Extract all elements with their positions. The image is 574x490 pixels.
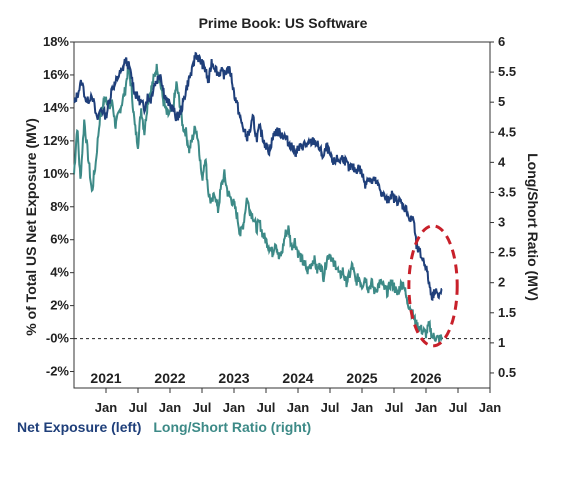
highlight-ellipse [407, 224, 459, 348]
right-tick-label: 4.5 [498, 124, 516, 139]
x-tick-label: Jan [415, 400, 437, 415]
year-label: 2024 [282, 370, 313, 386]
series-group [73, 51, 443, 344]
x-tick-label: Jul [257, 400, 276, 415]
left-tick-label: 8% [50, 199, 69, 214]
x-tick-label: Jul [193, 400, 212, 415]
year-label: 2025 [346, 370, 377, 386]
legend: Net Exposure (left) Long/Short Ratio (ri… [17, 419, 319, 435]
year-label: 2023 [218, 370, 249, 386]
right-tick-label: 5.5 [498, 64, 516, 79]
right-tick-label: 0.5 [498, 365, 516, 380]
x-tick-label: Jan [351, 400, 373, 415]
right-tick-label: 4 [498, 154, 506, 169]
left-tick-label: 14% [43, 100, 69, 115]
x-tick-label: Jan [479, 400, 501, 415]
year-label: 2021 [90, 370, 121, 386]
left-tick-label: 18% [43, 34, 69, 49]
left-axis-ticks: 18% 16% 14% 12% 10% 8% 6% 4% 2% -0% -2% [43, 34, 74, 379]
year-label: 2026 [410, 370, 441, 386]
right-tick-label: 2.5 [498, 245, 516, 260]
right-axis-ticks: 6 5.5 5 4.5 4 3.5 3 2.5 2 1.5 1 0.5 [490, 34, 516, 380]
left-tick-label: 2% [50, 298, 69, 313]
x-tick-label: Jul [449, 400, 468, 415]
year-label: 2022 [154, 370, 185, 386]
left-tick-label: 16% [43, 67, 69, 82]
left-tick-label: 6% [50, 232, 69, 247]
left-axis-label: % of Total US Net Exposure (MV) [23, 118, 39, 336]
right-axis-label: Long/Short Ratio (MV) [525, 153, 541, 301]
x-tick-label: Jul [385, 400, 404, 415]
right-tick-label: 3 [498, 215, 505, 230]
left-tick-label: -0% [46, 331, 70, 346]
plot-frame [73, 41, 491, 389]
legend-net-exposure: Net Exposure (left) [17, 419, 142, 435]
x-tick-label: Jul [129, 400, 148, 415]
series-line-net-exposure [73, 51, 443, 302]
x-tick-label: Jan [159, 400, 181, 415]
x-axis-ticks: Jan Jul Jan Jul Jan Jul Jan Jul Jan Jul Jan Jul Jan 2… [90, 370, 501, 415]
x-tick-label: Jan [223, 400, 245, 415]
left-tick-label: 4% [50, 265, 69, 280]
chart-title: Prime Book: US Software [199, 15, 368, 31]
x-tick-label: Jan [95, 400, 117, 415]
right-tick-label: 6 [498, 34, 505, 49]
legend-long-short-ratio: Long/Short Ratio (right) [153, 419, 312, 435]
right-tick-label: 1 [498, 335, 505, 350]
right-tick-label: 2 [498, 275, 505, 290]
left-tick-label: 12% [43, 133, 69, 148]
x-tick-label: Jul [321, 400, 340, 415]
x-tick-label: Jan [287, 400, 309, 415]
left-tick-label: 10% [43, 166, 69, 181]
series-line-long-short-ratio [73, 63, 443, 344]
right-tick-label: 3.5 [498, 184, 516, 199]
right-tick-label: 5 [498, 94, 505, 109]
plot-area [73, 41, 491, 389]
right-tick-label: 1.5 [498, 305, 516, 320]
left-tick-label: -2% [46, 364, 70, 379]
